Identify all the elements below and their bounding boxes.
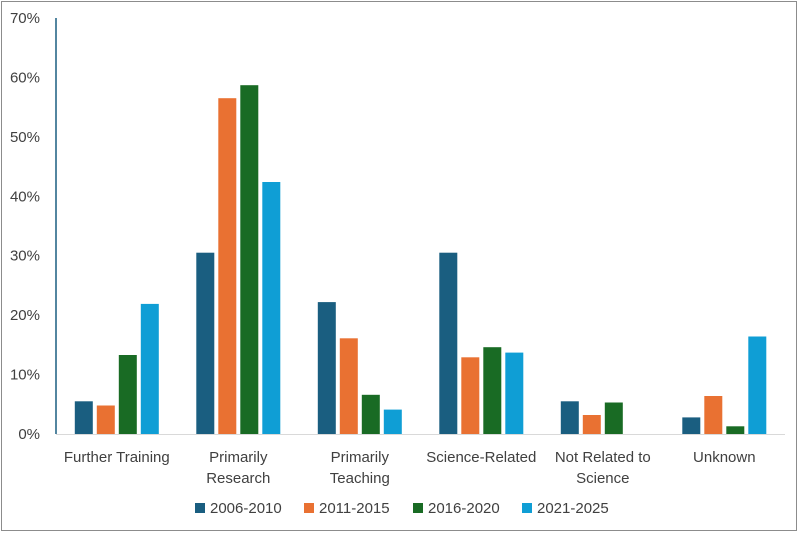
bar-2011-2015-3 xyxy=(461,357,480,434)
y-tick-label: 70% xyxy=(10,10,40,27)
bar-2006-2010-1 xyxy=(196,252,215,434)
bar-2021-2025-0 xyxy=(140,303,159,434)
category-labels: Further Training Primarily Research Primari… xyxy=(64,449,756,487)
bar-2021-2025-2 xyxy=(383,409,402,434)
legend-label: 2006-2010 xyxy=(210,500,282,517)
bar-2016-2020-1 xyxy=(240,85,259,434)
bar-2011-2015-5 xyxy=(704,396,723,434)
axis-layer: 0% 10% 20% 30% 40% 50% 60% 70% xyxy=(10,10,785,443)
bar-2006-2010-0 xyxy=(74,401,93,434)
y-tick-label: 50% xyxy=(10,129,40,146)
y-tick-label: 0% xyxy=(18,426,40,443)
y-tick-label: 20% xyxy=(10,307,40,324)
bar-2006-2010-5 xyxy=(682,417,701,434)
category-label: Primarily xyxy=(209,449,268,466)
legend-swatch-2016-2020 xyxy=(413,503,423,513)
bar-2016-2020-2 xyxy=(361,394,380,434)
bar-2016-2020-4 xyxy=(604,402,623,434)
y-tick-label: 30% xyxy=(10,248,40,265)
legend-label: 2021-2025 xyxy=(537,500,609,517)
category-label: Primarily xyxy=(331,449,390,466)
y-tick-label: 40% xyxy=(10,188,40,205)
y-tick-label: 60% xyxy=(10,69,40,86)
bar-2016-2020-0 xyxy=(118,355,137,434)
bar-2016-2020-5 xyxy=(726,426,745,434)
bar-2006-2010-4 xyxy=(560,401,579,434)
legend-swatch-2021-2025 xyxy=(522,503,532,513)
y-tick-label: 10% xyxy=(10,367,40,384)
legend-label: 2016-2020 xyxy=(428,500,500,517)
bar-2006-2010-3 xyxy=(439,252,458,434)
category-label: Further Training xyxy=(64,449,170,466)
bar-2011-2015-0 xyxy=(96,405,115,434)
bars-layer xyxy=(74,85,767,434)
legend-swatch-2011-2015 xyxy=(304,503,314,513)
bar-2011-2015-2 xyxy=(339,338,358,434)
legend-swatch-2006-2010 xyxy=(195,503,205,513)
bar-2011-2015-4 xyxy=(582,415,601,434)
bar-2021-2025-3 xyxy=(505,352,524,434)
category-label: Science xyxy=(576,470,629,487)
category-label: Not Related to xyxy=(555,449,651,466)
bar-2021-2025-5 xyxy=(748,336,767,434)
bar-2011-2015-1 xyxy=(218,98,237,434)
category-label: Unknown xyxy=(693,449,756,466)
bar-2006-2010-2 xyxy=(317,302,336,434)
category-label: Science-Related xyxy=(426,449,536,466)
bar-2016-2020-3 xyxy=(483,347,502,434)
bar-2021-2025-1 xyxy=(262,182,281,434)
legend-label: 2011-2015 xyxy=(319,500,390,517)
legend: 2006-2010 2011-2015 2016-2020 2021-2025 xyxy=(195,500,609,517)
category-label: Teaching xyxy=(330,470,390,487)
category-label: Research xyxy=(206,470,270,487)
